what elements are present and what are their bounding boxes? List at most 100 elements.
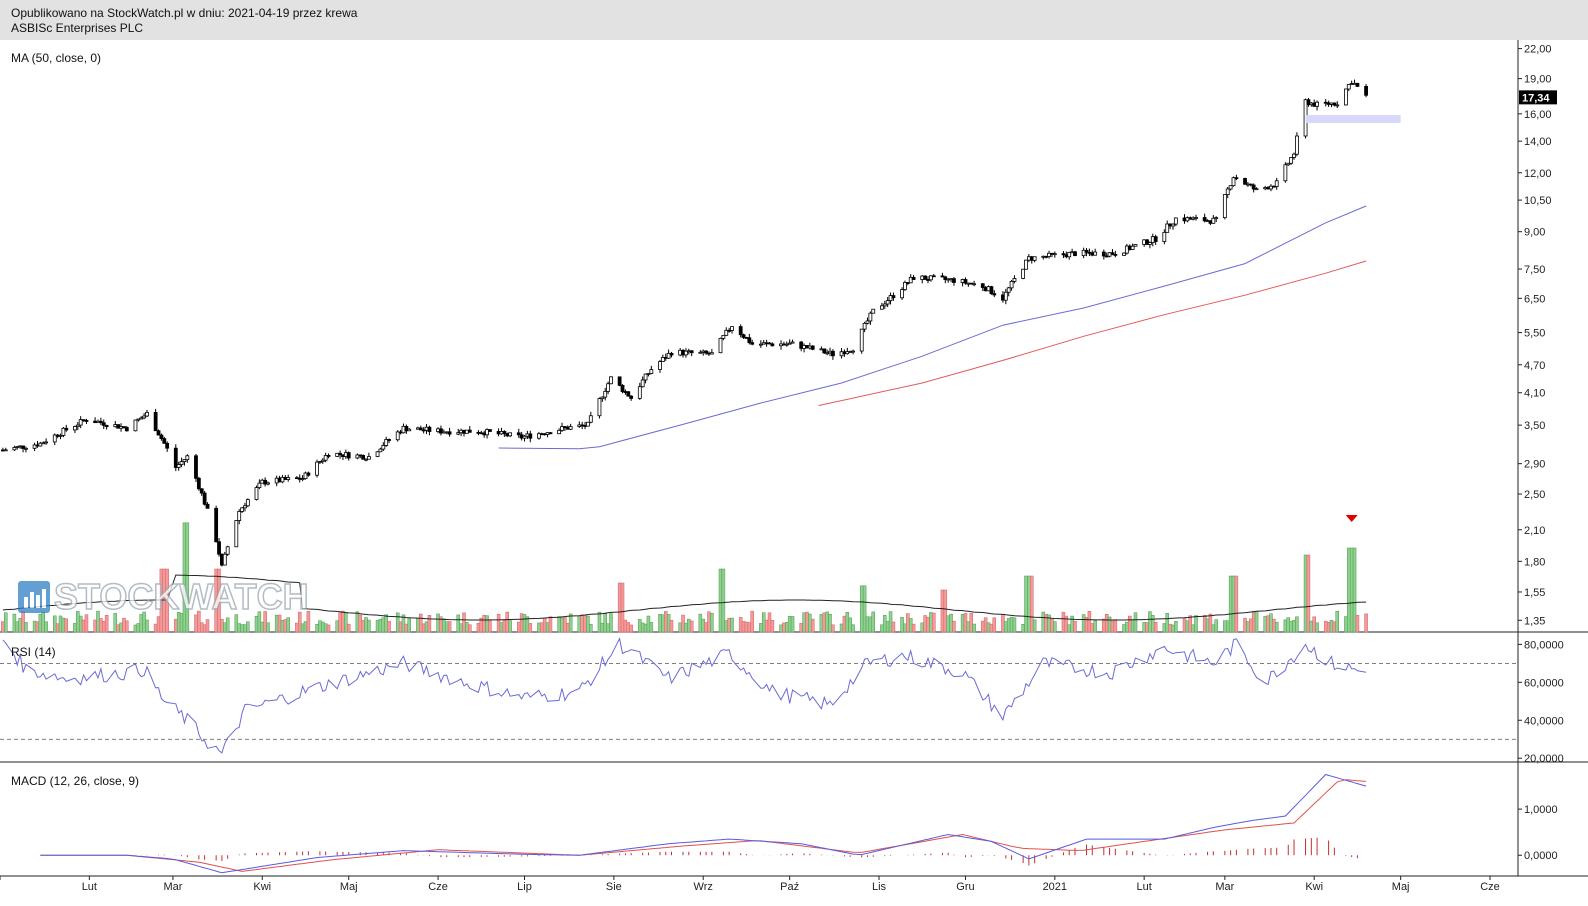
candle bbox=[1012, 277, 1017, 282]
candle bbox=[381, 445, 386, 450]
candle bbox=[1194, 217, 1198, 219]
volume-bar bbox=[485, 615, 489, 633]
candle bbox=[943, 276, 948, 280]
volume-bar bbox=[1312, 616, 1316, 633]
volume-bar bbox=[920, 622, 924, 633]
volume-bar bbox=[519, 613, 524, 633]
volume-bar bbox=[721, 568, 726, 633]
volume-bar bbox=[459, 623, 463, 633]
volume-bar bbox=[407, 618, 411, 633]
volume-bar bbox=[462, 612, 466, 633]
volume-bar bbox=[885, 621, 890, 633]
volume-bar bbox=[923, 615, 927, 633]
candle bbox=[1292, 153, 1296, 158]
volume-bar bbox=[1263, 616, 1267, 633]
candle bbox=[1003, 291, 1008, 301]
volume-bar bbox=[764, 619, 769, 633]
candle bbox=[159, 434, 164, 439]
volume-bar bbox=[730, 617, 734, 633]
volume-bar bbox=[761, 612, 766, 633]
volume-bar bbox=[321, 621, 325, 633]
volume-bar bbox=[678, 622, 682, 633]
candle bbox=[266, 482, 270, 485]
volume-bar bbox=[960, 614, 965, 633]
volume-bar bbox=[1021, 624, 1025, 633]
volume-bar bbox=[744, 621, 749, 633]
volume-bar bbox=[1364, 613, 1368, 633]
candle bbox=[101, 422, 106, 426]
volume-bar bbox=[883, 615, 887, 633]
macd-panel: 1,0000 0,0000 bbox=[40, 773, 1558, 874]
volume-bar bbox=[940, 589, 945, 633]
candle bbox=[1332, 102, 1337, 106]
candle bbox=[439, 428, 443, 434]
candle bbox=[689, 350, 694, 354]
candle bbox=[649, 369, 654, 374]
candle bbox=[12, 447, 17, 451]
candle bbox=[859, 328, 864, 352]
candle bbox=[1145, 239, 1149, 245]
candle bbox=[1231, 177, 1236, 187]
volume-bar bbox=[1231, 575, 1236, 633]
volume-bar bbox=[522, 614, 527, 633]
volume-bar bbox=[727, 617, 731, 633]
volume-bar bbox=[53, 615, 57, 633]
volume-bar bbox=[1323, 620, 1328, 633]
volume-bar bbox=[1283, 619, 1288, 633]
time-tick-label: Mar bbox=[1215, 881, 1234, 893]
volume-bar bbox=[465, 622, 469, 633]
candle bbox=[1047, 252, 1051, 257]
candle bbox=[516, 432, 521, 436]
volume-bar bbox=[1272, 618, 1276, 633]
volume-bar bbox=[548, 616, 553, 633]
volume-bar bbox=[1214, 619, 1218, 633]
rsi-tick-label: 20,0000 bbox=[1524, 753, 1564, 765]
candle bbox=[548, 432, 553, 435]
volume-bar bbox=[943, 589, 948, 633]
candle bbox=[822, 348, 827, 354]
volume-bar bbox=[1081, 614, 1086, 633]
axes: 22,00 19,00 16,00 14,00 12,00 10,50 9,00 7,50 6,… bbox=[0, 44, 1557, 893]
volume-bar bbox=[381, 617, 386, 633]
volume-bar bbox=[15, 621, 20, 633]
volume-bar bbox=[476, 623, 481, 633]
instrument-name: ASBISc Enterprises PLC bbox=[11, 21, 144, 35]
candle bbox=[727, 329, 732, 332]
volume-bar bbox=[859, 585, 864, 633]
header-bar: Opublikowano na StockWatch.pl w dniu: 20… bbox=[0, 0, 1588, 40]
price-tick-label: 19,00 bbox=[1524, 74, 1552, 86]
candle bbox=[862, 322, 867, 330]
volume-bar bbox=[442, 618, 446, 633]
volume-bar bbox=[1073, 620, 1077, 633]
candle bbox=[375, 451, 380, 457]
candle bbox=[1251, 184, 1256, 190]
macd-line bbox=[40, 773, 1367, 874]
candle bbox=[1171, 223, 1175, 227]
volume-bar bbox=[701, 618, 705, 633]
volume-bar bbox=[1012, 617, 1017, 633]
volume-bar bbox=[808, 613, 812, 633]
volume-bar bbox=[326, 624, 331, 633]
candle bbox=[404, 425, 409, 432]
volume-bar bbox=[1188, 615, 1193, 633]
candle bbox=[488, 429, 492, 432]
volume-bar bbox=[335, 620, 339, 633]
candle bbox=[21, 445, 25, 449]
candle bbox=[1283, 164, 1288, 182]
volume-bar bbox=[1243, 617, 1247, 633]
time-tick-label: Gru bbox=[956, 881, 974, 893]
support-zone bbox=[1305, 115, 1401, 123]
candle bbox=[361, 454, 366, 460]
candle bbox=[1234, 177, 1239, 180]
volume-bar bbox=[64, 618, 69, 633]
volume-bar bbox=[1208, 613, 1213, 633]
candle bbox=[1222, 194, 1227, 219]
candle bbox=[940, 275, 945, 278]
candle bbox=[825, 352, 830, 355]
candle bbox=[1113, 253, 1118, 256]
candle bbox=[1225, 188, 1230, 195]
volume-bar bbox=[640, 622, 645, 633]
candle bbox=[787, 342, 792, 345]
candle bbox=[871, 308, 876, 314]
volume-bar bbox=[825, 611, 829, 633]
